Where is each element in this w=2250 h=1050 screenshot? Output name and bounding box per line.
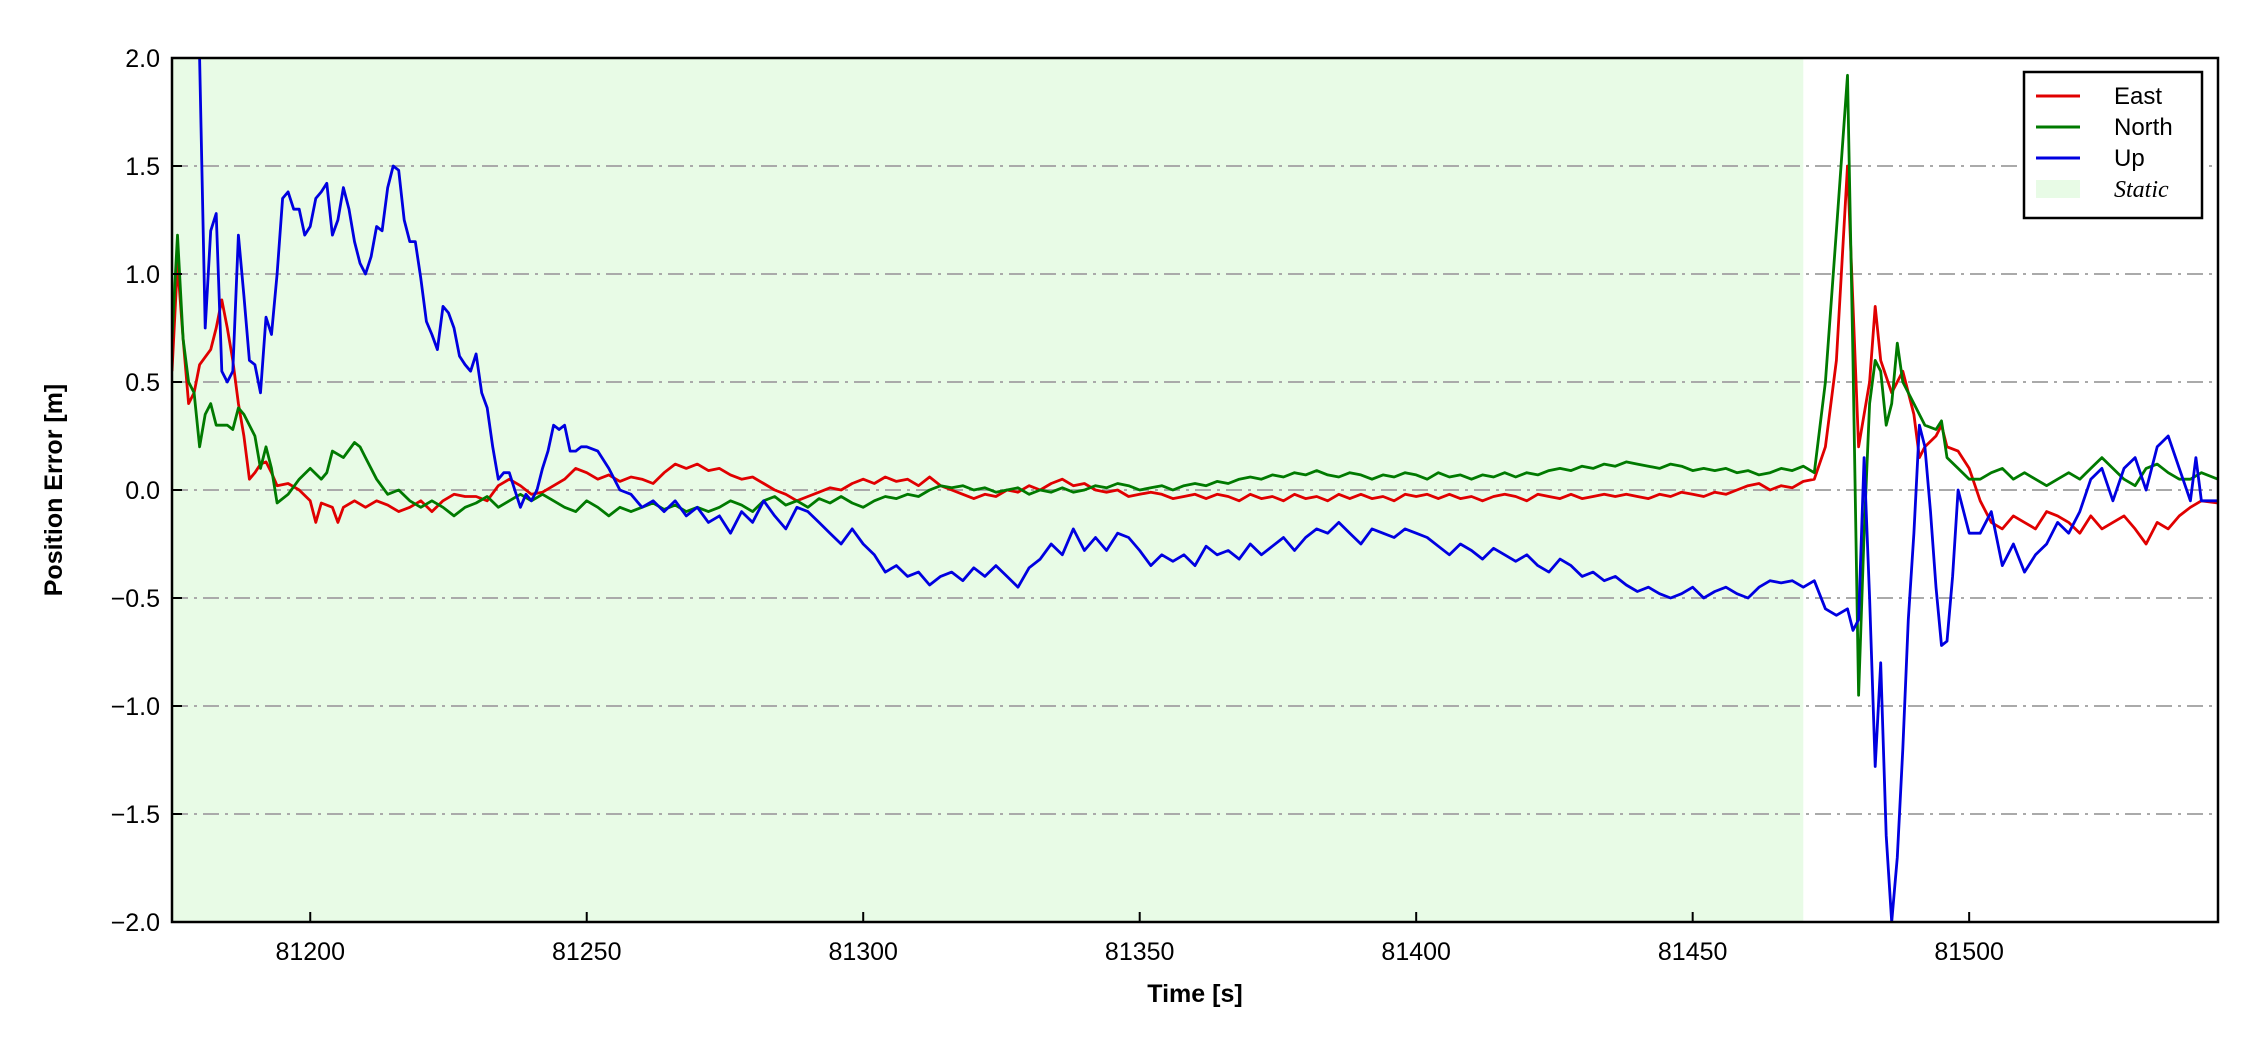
series-layer [172, 58, 2218, 922]
x-tick-label: 81300 [828, 938, 898, 966]
legend-label-up: Up [2114, 145, 2145, 172]
legend: East North Up Static [2022, 70, 2204, 220]
y-tick-label: 2.0 [125, 45, 160, 73]
legend-label-static: Static [2114, 177, 2169, 203]
y-tick-label: −1.5 [111, 801, 160, 829]
grid-lines [172, 57, 2218, 923]
x-tick-label: 81400 [1381, 938, 1451, 966]
x-tick-label: 81350 [1105, 938, 1175, 966]
series-line-north [172, 73, 2218, 697]
x-tick-label: 81250 [552, 938, 622, 966]
x-axis-label: Time [s] [1147, 980, 1242, 1008]
legend-label-east: East [2114, 83, 2162, 110]
y-tick-label: −2.0 [111, 909, 160, 937]
y-tick-label: 0.0 [125, 477, 160, 505]
x-tick-label: 81500 [1934, 938, 2004, 966]
series-line-up [198, 58, 2218, 922]
y-tick-label: 1.5 [125, 153, 160, 181]
x-tick-label: 81450 [1658, 938, 1728, 966]
y-tick-label: −0.5 [111, 585, 160, 613]
series-line-east [172, 164, 2218, 546]
legend-swatch-static [2036, 180, 2080, 198]
axis-ticks: 81200 81250 81300 81350 81400 81450 81500 −2.0 −… [111, 45, 2004, 966]
y-tick-label: 1.0 [125, 261, 160, 289]
x-tick-label: 81200 [275, 938, 345, 966]
y-axis-label: Position Error [m] [40, 384, 68, 597]
y-tick-label: 0.5 [125, 369, 160, 397]
y-tick-label: −1.0 [111, 693, 160, 721]
legend-label-north: North [2114, 114, 2173, 141]
